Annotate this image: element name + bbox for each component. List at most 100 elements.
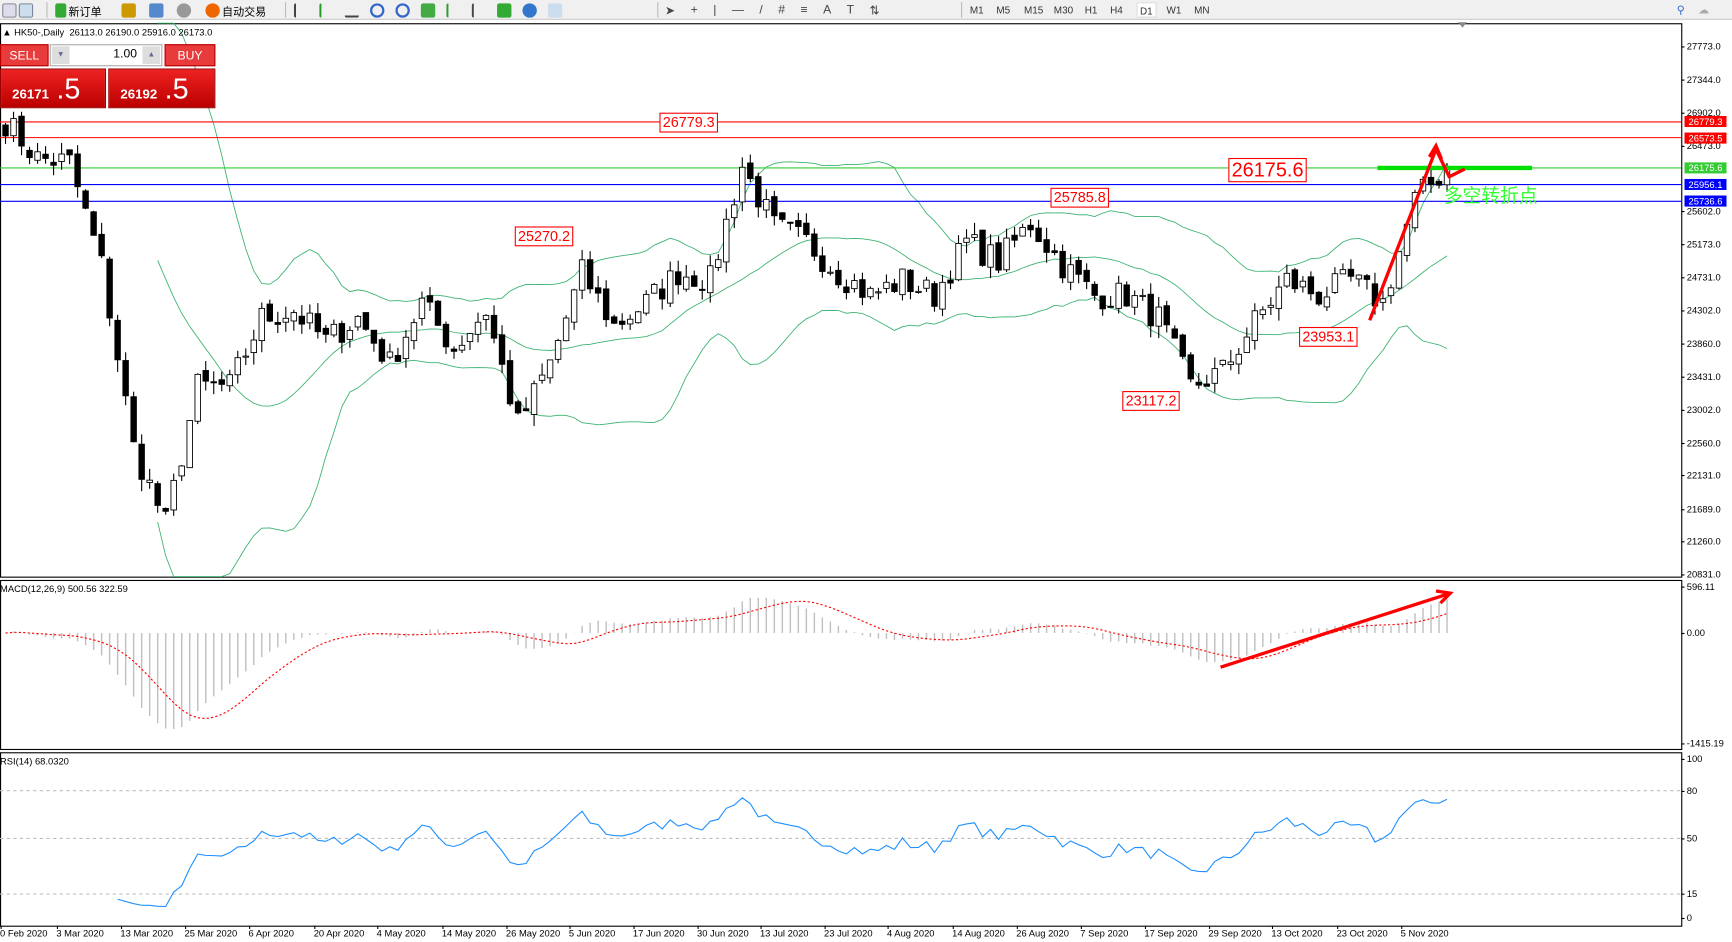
price-annotation[interactable]: 25270.2 bbox=[514, 226, 574, 247]
timeframe-h4[interactable]: H4 bbox=[1110, 4, 1123, 16]
candle-body-bull bbox=[683, 276, 690, 290]
candle bbox=[250, 329, 257, 365]
timeframe-d1[interactable]: D1 bbox=[1136, 2, 1156, 18]
buy-button[interactable]: BUY bbox=[164, 44, 216, 67]
price-annotation[interactable]: 23117.2 bbox=[1122, 391, 1180, 411]
candle-body-bull bbox=[723, 218, 730, 263]
price-annotation[interactable]: 26175.6 bbox=[1228, 157, 1307, 183]
timeframe-m5[interactable]: M5 bbox=[996, 4, 1011, 16]
sell-price-button[interactable]: 26171 .5 bbox=[0, 68, 107, 109]
navigator-icon[interactable] bbox=[149, 2, 164, 18]
increase-lot-icon[interactable]: ▲ bbox=[142, 46, 161, 65]
search-icon[interactable]: ⚲ bbox=[1676, 3, 1685, 17]
chart-window[interactable] bbox=[0, 22, 1732, 942]
candle bbox=[803, 213, 810, 238]
price-annotation[interactable]: 23953.1 bbox=[1299, 326, 1358, 347]
timeframe-h1[interactable]: H1 bbox=[1084, 4, 1098, 16]
candle-body-bear bbox=[1059, 250, 1066, 279]
candle-body-bear bbox=[795, 220, 802, 227]
zoom-in-icon[interactable] bbox=[370, 2, 385, 18]
candle-body-bear bbox=[979, 229, 986, 266]
new-order-button[interactable]: 新订单 bbox=[55, 1, 102, 19]
timeframe-m1[interactable]: M1 bbox=[969, 4, 984, 16]
candle-body-bear bbox=[843, 286, 850, 294]
candle-body-bear bbox=[907, 269, 914, 293]
macd-trend-arrow[interactable] bbox=[1220, 592, 1448, 669]
autoscroll-icon[interactable] bbox=[471, 2, 486, 18]
new-order-icon bbox=[55, 2, 67, 18]
candle-body-bull bbox=[458, 344, 466, 351]
candle-body-bull bbox=[731, 204, 738, 219]
candle bbox=[210, 371, 217, 395]
text-label-icon[interactable]: T bbox=[846, 3, 855, 17]
date-axis-label: 3 Mar 2020 bbox=[56, 927, 104, 939]
candle-body-bull bbox=[386, 351, 394, 358]
timeframe-w1[interactable]: W1 bbox=[1166, 4, 1182, 16]
indicators-icon[interactable] bbox=[497, 2, 512, 18]
templates-icon[interactable] bbox=[547, 2, 563, 18]
vertical-line-icon[interactable]: | bbox=[713, 3, 717, 17]
periods-icon[interactable] bbox=[522, 2, 537, 18]
candle bbox=[1139, 288, 1146, 301]
timeframe-m30[interactable]: M30 bbox=[1053, 4, 1074, 16]
price-line-label: 26573.5 bbox=[1684, 132, 1727, 144]
chart-canvas[interactable] bbox=[0, 22, 1732, 942]
candle-body-bear bbox=[771, 196, 778, 217]
price-annotation[interactable]: 26779.3 bbox=[659, 112, 718, 133]
candle bbox=[1147, 283, 1154, 338]
zoom-out-icon[interactable] bbox=[395, 2, 410, 18]
candle bbox=[779, 212, 786, 223]
price-axis-label: 25173.0 bbox=[1686, 238, 1721, 250]
auto-trade-label: 自动交易 bbox=[222, 6, 267, 19]
price-axis-tick bbox=[1681, 145, 1685, 147]
trend-arrow[interactable] bbox=[1368, 147, 1466, 321]
candle-body-bull bbox=[715, 259, 722, 268]
signal-icon[interactable] bbox=[176, 2, 192, 18]
horizontal-line-icon[interactable]: — bbox=[731, 3, 744, 17]
lot-size-value[interactable]: 1.00 bbox=[113, 47, 137, 61]
community-icon[interactable]: ☁ bbox=[1698, 3, 1710, 17]
decrease-lot-icon[interactable]: ▼ bbox=[51, 46, 70, 65]
lot-size-stepper[interactable]: ▼ 1.00 ▲ bbox=[49, 44, 163, 67]
buy-price-button[interactable]: 26192 .5 bbox=[108, 68, 216, 109]
candle-body-bear bbox=[210, 381, 217, 384]
date-axis-label: 5 Nov 2020 bbox=[1400, 927, 1449, 939]
zoom-window-icon[interactable] bbox=[18, 2, 34, 18]
timeframe-m15[interactable]: M15 bbox=[1023, 4, 1044, 16]
price-axis-label: 23860.0 bbox=[1686, 338, 1721, 350]
timeframe-mn[interactable]: MN bbox=[1194, 4, 1210, 16]
candle-body-bull bbox=[1259, 309, 1267, 315]
chart-shift-icon[interactable] bbox=[446, 2, 460, 18]
candle-body-bear bbox=[1307, 276, 1315, 295]
tile-windows-icon[interactable] bbox=[420, 2, 436, 18]
window-icon[interactable] bbox=[2, 2, 17, 18]
auto-trade-button[interactable]: 自动交易 bbox=[205, 1, 266, 19]
candle-body-bear bbox=[98, 233, 105, 257]
chart-shift-marker-icon[interactable] bbox=[1458, 22, 1467, 28]
candle bbox=[1387, 284, 1395, 304]
candle-body-bear bbox=[586, 259, 594, 290]
arrows-icon[interactable]: ⇅ bbox=[869, 3, 880, 18]
candle bbox=[1107, 296, 1114, 308]
candle-body-bull bbox=[1251, 310, 1259, 342]
cursor-icon[interactable]: ➤ bbox=[664, 3, 676, 18]
line-chart-icon[interactable] bbox=[344, 3, 359, 18]
fibonacci-fan-icon[interactable]: # bbox=[778, 3, 786, 17]
crosshair-icon[interactable]: + bbox=[690, 3, 698, 17]
text-icon[interactable]: A bbox=[823, 3, 832, 17]
candle-body-bear bbox=[1091, 283, 1098, 296]
candlestick-icon[interactable] bbox=[319, 2, 333, 18]
candle bbox=[514, 399, 522, 415]
candle bbox=[314, 303, 322, 339]
bar-chart-icon[interactable] bbox=[293, 2, 308, 18]
trendline-icon[interactable]: / bbox=[759, 3, 763, 17]
candle-body-bear bbox=[2, 124, 9, 137]
price-annotation[interactable]: 25785.8 bbox=[1050, 187, 1110, 208]
candle-body-bear bbox=[314, 313, 322, 333]
candle bbox=[586, 251, 594, 294]
sell-button[interactable]: SELL bbox=[0, 44, 49, 67]
market-watch-icon[interactable] bbox=[121, 2, 136, 18]
fibonacci-icon[interactable]: ≡ bbox=[800, 3, 808, 17]
turning-point-note[interactable]: 多空转折点 bbox=[1443, 185, 1538, 207]
